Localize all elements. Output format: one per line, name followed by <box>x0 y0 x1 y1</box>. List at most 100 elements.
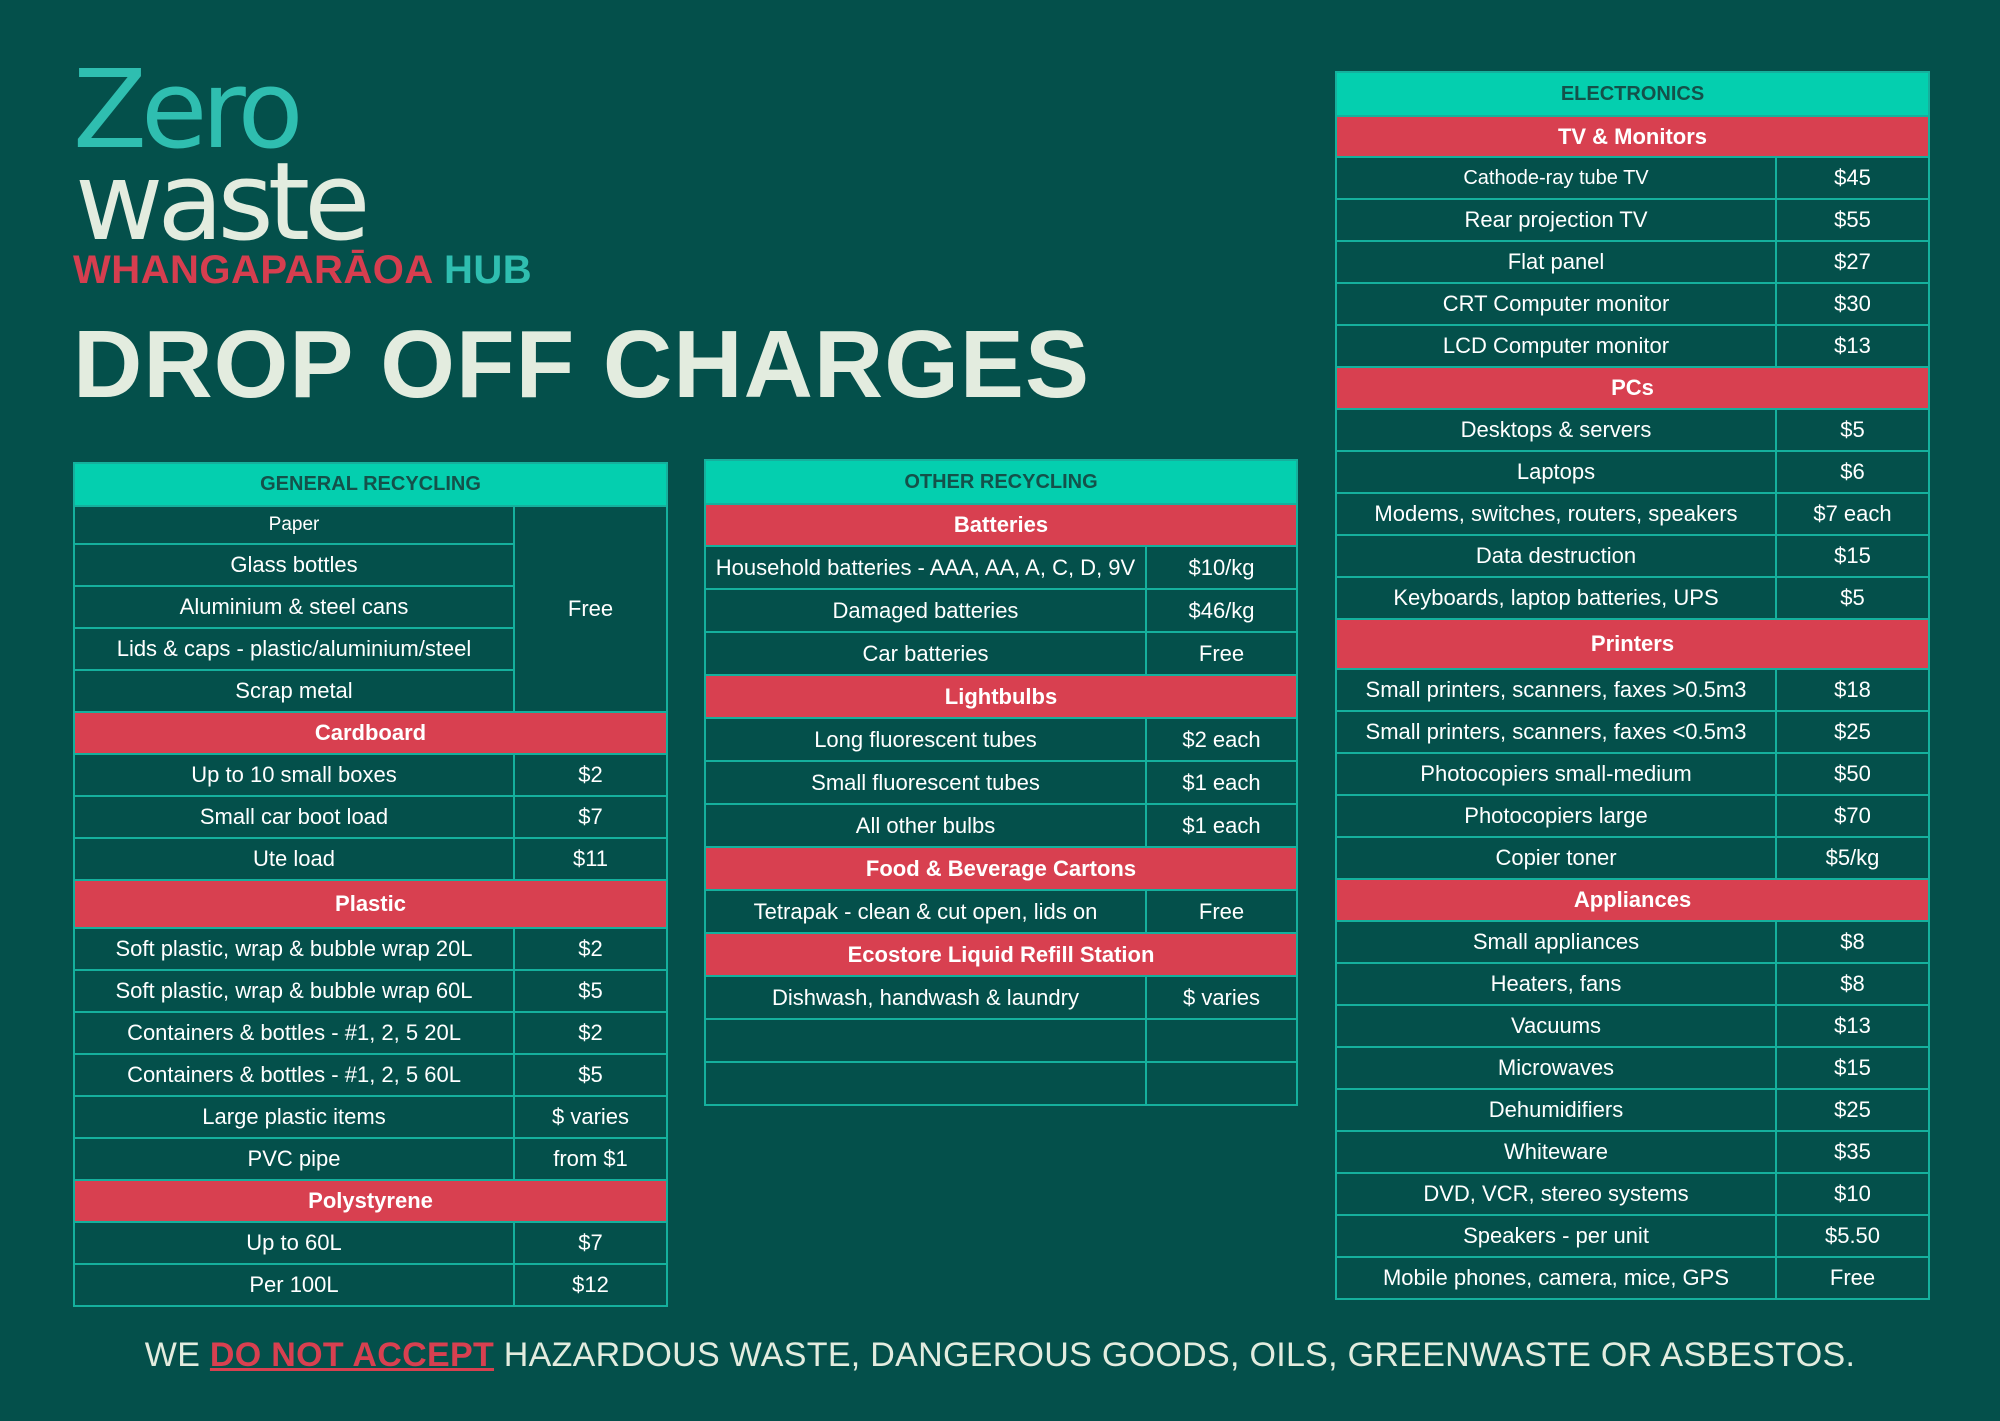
table-cell-price: Free <box>1145 631 1298 676</box>
table-cell-price: Free <box>1145 889 1298 934</box>
table-cell-price: $7 <box>512 795 669 839</box>
table-cell-item: Rear projection TV <box>1335 198 1777 242</box>
table-cell-item: Damaged batteries <box>704 588 1147 633</box>
table-cell-price: $7 each <box>1775 492 1930 536</box>
table-cell-price: $1 each <box>1145 760 1298 805</box>
table-cell-empty <box>1145 1018 1298 1063</box>
table-cell-item: Data destruction <box>1335 534 1777 578</box>
table-cell-item: Speakers - per unit <box>1335 1214 1777 1258</box>
table-cell-item: Dishwash, handwash & laundry <box>704 975 1147 1020</box>
table-cell-price: $5.50 <box>1775 1214 1930 1258</box>
table-cell-item: Flat panel <box>1335 240 1777 284</box>
section-header-cartons: Food & Beverage Cartons <box>704 846 1298 891</box>
table-cell-price: $10 <box>1775 1172 1930 1216</box>
table-cell-item: Keyboards, laptop batteries, UPS <box>1335 576 1777 620</box>
table-cell-price: $5/kg <box>1775 836 1930 880</box>
section-header-ecostore: Ecostore Liquid Refill Station <box>704 932 1298 977</box>
not-accepted-notice: WE DO NOT ACCEPT HAZARDOUS WASTE, DANGER… <box>0 1336 2000 1375</box>
table-cell-item: Soft plastic, wrap & bubble wrap 20L <box>73 927 515 971</box>
table-cell-item: Microwaves <box>1335 1046 1777 1090</box>
table-cell-price: $6 <box>1775 450 1930 494</box>
table-cell-price: $5 <box>512 969 669 1013</box>
table-cell-item: Photocopiers large <box>1335 794 1777 838</box>
table-cell-price: $5 <box>512 1053 669 1097</box>
table-cell-price: $8 <box>1775 962 1930 1006</box>
table-cell-empty <box>1145 1061 1298 1106</box>
table-cell-price: $27 <box>1775 240 1930 284</box>
table-cell-price: Free <box>512 505 669 713</box>
table-header-general: GENERAL RECYCLING <box>72 462 669 507</box>
table-cell-item: PVC pipe <box>73 1137 515 1181</box>
section-header-plastic: Plastic <box>72 879 669 929</box>
table-cell-item: Aluminium & steel cans <box>73 585 515 629</box>
table-cell-item: Vacuums <box>1335 1004 1777 1048</box>
general-recycling-table: GENERAL RECYCLING Paper Free Glass bottl… <box>72 462 669 1307</box>
table-cell-price: $8 <box>1775 920 1930 964</box>
table-cell-item: Up to 60L <box>73 1221 515 1265</box>
table-cell-price: $ varies <box>1145 975 1298 1020</box>
table-cell-price: $13 <box>1775 1004 1930 1048</box>
table-cell-price: $12 <box>512 1263 669 1307</box>
section-header-lightbulbs: Lightbulbs <box>704 674 1298 719</box>
table-cell-item: Cathode-ray tube TV <box>1335 156 1777 200</box>
section-header-appliances: Appliances <box>1335 878 1930 922</box>
notice-suffix: HAZARDOUS WASTE, DANGEROUS GOODS, OILS, … <box>503 1336 1856 1374</box>
section-header-tv: TV & Monitors <box>1335 115 1930 158</box>
table-cell-empty <box>704 1018 1147 1063</box>
table-cell-item: Modems, switches, routers, speakers <box>1335 492 1777 536</box>
electronics-table: ELECTRONICS TV & Monitors Cathode-ray tu… <box>1335 71 1930 1300</box>
table-cell-item: Small car boot load <box>73 795 515 839</box>
table-cell-item: Mobile phones, camera, mice, GPS <box>1335 1256 1777 1300</box>
table-cell-price: $15 <box>1775 1046 1930 1090</box>
table-cell-empty <box>704 1061 1147 1106</box>
table-cell-price: $2 each <box>1145 717 1298 762</box>
logo-zero-text: Zero <box>73 48 304 173</box>
table-cell-price: $13 <box>1775 324 1930 368</box>
table-cell-item: Up to 10 small boxes <box>73 753 515 797</box>
zero-waste-logo: Zero waste WHANGAPARĀOA HUB <box>73 48 532 293</box>
table-cell-item: Ute load <box>73 837 515 881</box>
table-cell-price: $1 each <box>1145 803 1298 848</box>
table-cell-price: $5 <box>1775 576 1930 620</box>
table-cell-price: $30 <box>1775 282 1930 326</box>
table-cell-item: Household batteries - AAA, AA, A, C, D, … <box>704 545 1147 590</box>
other-recycling-table: OTHER RECYCLING Batteries Household batt… <box>704 459 1298 1106</box>
table-cell-item: Per 100L <box>73 1263 515 1307</box>
table-cell-price: $25 <box>1775 1088 1930 1132</box>
table-cell-price: $2 <box>512 753 669 797</box>
table-cell-price: $7 <box>512 1221 669 1265</box>
table-cell-price: $2 <box>512 1011 669 1055</box>
logo-hub-name: WHANGAPARĀOA HUB <box>73 248 532 293</box>
table-cell-item: All other bulbs <box>704 803 1147 848</box>
table-cell-price: $5 <box>1775 408 1930 452</box>
table-cell-item: Dehumidifiers <box>1335 1088 1777 1132</box>
table-cell-item: DVD, VCR, stereo systems <box>1335 1172 1777 1216</box>
table-cell-price: $15 <box>1775 534 1930 578</box>
table-cell-price: $55 <box>1775 198 1930 242</box>
table-cell-item: Car batteries <box>704 631 1147 676</box>
table-cell-item: Laptops <box>1335 450 1777 494</box>
logo-hub: HUB <box>443 248 533 292</box>
table-cell-item: Large plastic items <box>73 1095 515 1139</box>
table-cell-price: $11 <box>512 837 669 881</box>
section-header-printers: Printers <box>1335 618 1930 670</box>
table-cell-item: Long fluorescent tubes <box>704 717 1147 762</box>
table-cell-price: $46/kg <box>1145 588 1298 633</box>
section-header-pcs: PCs <box>1335 366 1930 410</box>
table-cell-item: Small fluorescent tubes <box>704 760 1147 805</box>
table-cell-item: Whiteware <box>1335 1130 1777 1174</box>
notice-emphasis: DO NOT ACCEPT <box>209 1336 495 1374</box>
table-cell-price: $10/kg <box>1145 545 1298 590</box>
table-cell-item: Glass bottles <box>73 543 515 587</box>
table-cell-item: Soft plastic, wrap & bubble wrap 60L <box>73 969 515 1013</box>
table-cell-price: $18 <box>1775 668 1930 712</box>
table-cell-item: Containers & bottles - #1, 2, 5 60L <box>73 1053 515 1097</box>
logo-location: WHANGAPARĀOA <box>73 248 433 292</box>
table-cell-price: $25 <box>1775 710 1930 754</box>
table-cell-price: Free <box>1775 1256 1930 1300</box>
logo-waste-text: waste <box>75 140 371 265</box>
table-cell-price: $ varies <box>512 1095 669 1139</box>
table-cell-price: $2 <box>512 927 669 971</box>
section-header-batteries: Batteries <box>704 503 1298 547</box>
table-cell-item: Desktops & servers <box>1335 408 1777 452</box>
